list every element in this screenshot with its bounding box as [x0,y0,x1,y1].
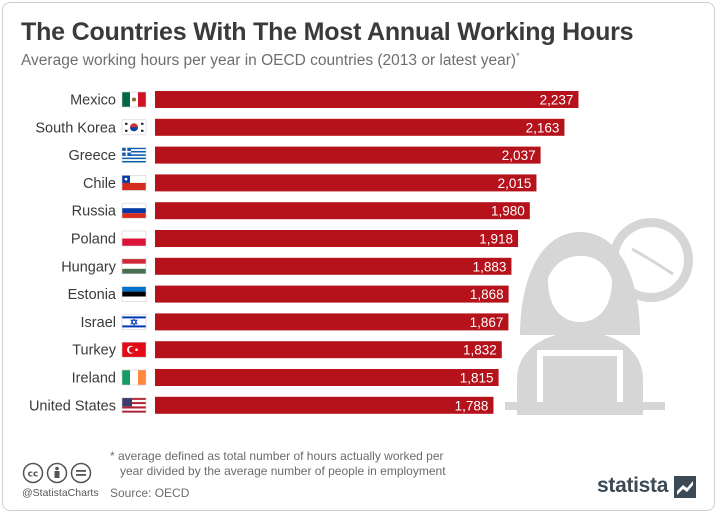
attribution-icon [46,462,68,484]
category-label: Ireland [72,371,116,387]
bar [155,396,494,414]
bar-row: Mexico 2,237 [70,91,579,109]
bar [155,313,509,331]
bar [155,230,519,247]
ireland-flag-icon [121,369,147,386]
hungary-flag-icon [121,258,147,275]
license-icons: cc [22,462,92,484]
turkey-flag-icon [121,341,147,358]
category-label: Israel [81,315,116,331]
category-label: Poland [71,232,116,248]
creative-commons-icon: cc [22,462,44,484]
category-label: Hungary [61,259,117,275]
value-label: 2,237 [540,93,574,108]
bar-row: Ireland 1,815 [72,369,499,387]
bar [155,285,509,303]
israel-flag-icon [121,314,147,330]
twitter-handle: @StatistaCharts [22,487,99,499]
worker-illustration [505,218,693,415]
bar-row: Estonia 1,868 [68,285,509,303]
bar-rows: Mexico 2,237 South Korea 2,163 Greece 2,037 Ch… [29,91,579,414]
statista-logo-text: statista [597,474,669,497]
russia-flag-icon [121,202,147,219]
footnote: * average defined as total number of hou… [110,449,510,479]
bar-row: United States 1,788 [29,396,494,414]
clock-icon [609,218,693,302]
subtitle-footnote-mark: * [516,51,520,61]
bar-row: Chile 2,015 [83,174,537,192]
value-label: 1,832 [463,343,497,358]
category-label: Greece [68,148,116,164]
bar-row: Poland 1,918 [71,230,519,248]
source-note: Source: OECD [110,486,190,500]
no-derivatives-icon [70,462,92,484]
bar [155,369,499,386]
person-at-laptop-icon [505,232,665,415]
bar-row: Israel 1,867 [81,313,509,331]
footnote-line-1: * average defined as total number of hou… [110,449,444,463]
category-label: Mexico [70,93,116,109]
value-label: 1,867 [470,315,504,330]
south-korea-flag-icon [121,119,147,136]
bar [155,174,537,192]
mexico-flag-icon [121,91,147,108]
chart-subtitle: Average working hours per year in OECD c… [21,51,520,70]
bar-row: Hungary 1,883 [61,257,512,275]
bar [155,91,579,108]
statista-logo-icon [674,476,696,498]
greece-flag-icon [121,147,147,163]
value-label: 2,037 [502,148,536,163]
value-label: 1,883 [473,259,507,274]
chart-title: The Countries With The Most Annual Worki… [21,18,634,46]
category-label: South Korea [35,120,117,136]
bar-row: Greece 2,037 [68,146,541,164]
subtitle-text: Average working hours per year in OECD c… [21,52,517,70]
category-label: Chile [83,176,116,192]
bar [155,118,565,136]
value-label: 1,980 [491,204,525,219]
value-label: 1,815 [460,371,494,386]
footnote-line-2: year divided by the average number of pe… [120,464,446,478]
bar [155,341,502,359]
bar-row: South Korea 2,163 [35,118,565,136]
category-label: Russia [72,204,117,220]
category-label: Turkey [72,343,117,359]
value-label: 1,918 [479,232,513,247]
bar-row: Turkey 1,832 [72,341,502,359]
category-label: Estonia [68,287,117,303]
estonia-flag-icon [121,286,147,302]
chile-flag-icon [121,175,147,191]
value-label: 2,015 [498,176,532,191]
bar [155,257,512,275]
bar [155,202,530,220]
value-label: 2,163 [526,120,560,135]
svg-text:cc: cc [28,470,39,480]
category-label: United States [29,398,116,414]
bar-row: Russia 1,980 [72,202,530,220]
poland-flag-icon [121,230,147,247]
bar [155,146,541,164]
value-label: 1,868 [470,287,504,302]
value-label: 1,788 [455,398,489,413]
united-states-flag-icon [121,397,147,414]
